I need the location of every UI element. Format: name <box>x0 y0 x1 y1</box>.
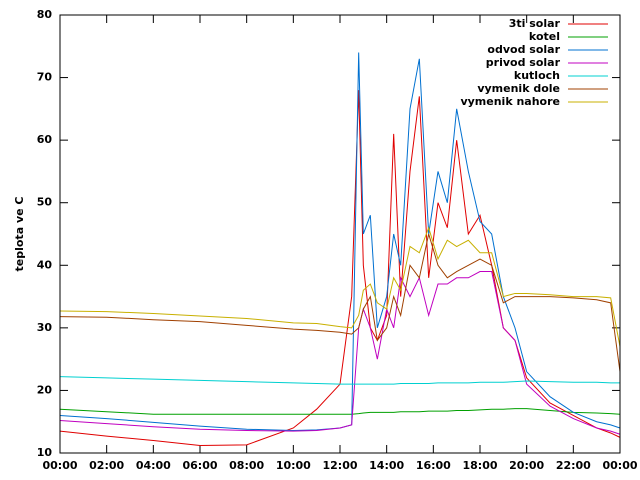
plot-frame <box>59 14 621 454</box>
x-tick-label: 20:00 <box>509 459 544 472</box>
y-axis-label: teplota ve C <box>13 197 26 272</box>
y-tick-label: 80 <box>37 8 53 21</box>
series-line <box>59 233 621 372</box>
y-tick-label: 10 <box>37 446 53 459</box>
legend-label: privod solar <box>486 56 561 69</box>
x-tick-label: 10:00 <box>276 459 311 472</box>
legend-label: vymenik nahore <box>460 95 560 108</box>
x-tick-label: 02:00 <box>89 459 124 472</box>
x-tick-label: 08:00 <box>229 459 264 472</box>
y-tick-label: 20 <box>37 383 53 396</box>
x-tick-label: 18:00 <box>462 459 497 472</box>
series-line <box>59 271 621 435</box>
y-tick-label: 40 <box>37 258 53 271</box>
legend-label: 3ti solar <box>509 17 561 30</box>
series-line <box>59 52 621 431</box>
y-tick-label: 60 <box>37 133 53 146</box>
legend-label: odvod solar <box>487 43 560 56</box>
legend-label: kotel <box>529 30 560 43</box>
legend-label: vymenik dole <box>477 82 560 95</box>
x-tick-label: 12:00 <box>322 459 357 472</box>
x-tick-label: 22:00 <box>556 459 591 472</box>
series-line <box>59 408 621 415</box>
x-tick-label: 00:00 <box>42 459 77 472</box>
series-line <box>59 226 621 347</box>
series-line <box>59 376 620 385</box>
x-tick-label: 14:00 <box>369 459 404 472</box>
x-tick-label: 16:00 <box>416 459 451 472</box>
y-tick-label: 50 <box>37 196 53 209</box>
y-tick-label: 70 <box>37 71 53 84</box>
legend-label: kutloch <box>514 69 560 82</box>
y-tick-label: 30 <box>37 321 53 334</box>
x-tick-label: 00:00 <box>602 459 637 472</box>
series-line <box>59 90 621 446</box>
x-tick-label: 06:00 <box>182 459 217 472</box>
x-tick-label: 04:00 <box>136 459 171 472</box>
